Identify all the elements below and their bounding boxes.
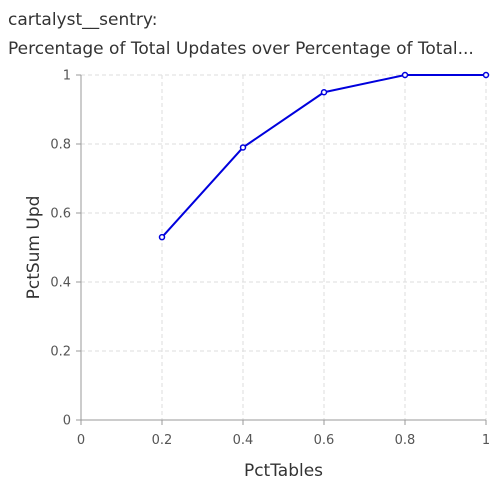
series-group: [158, 71, 490, 241]
tick-labels: 0 0.2 0.4 0.6 0.8 1 0 0.2 0.4 0.6 0.8 1: [50, 69, 490, 449]
x-tick-label: 1: [482, 433, 490, 448]
x-tick-label: 0.8: [395, 433, 416, 448]
y-tick-label: 0.6: [50, 207, 71, 222]
data-point: [320, 89, 328, 96]
y-tick-label: 0.8: [50, 138, 71, 153]
grid-lines: [81, 74, 487, 420]
x-tick-label: 0: [77, 433, 85, 448]
x-tick-label: 0.6: [314, 433, 335, 448]
y-tick-label: 1: [63, 69, 71, 84]
y-tick-label: 0.4: [50, 276, 71, 291]
axes: [76, 74, 487, 425]
data-point: [401, 71, 409, 79]
y-tick-label: 0.2: [50, 345, 71, 360]
data-point: [239, 144, 247, 151]
x-tick-label: 0.4: [233, 433, 254, 448]
y-axis-title: PctSum Upd: [24, 196, 44, 300]
x-tick-label: 0.2: [152, 433, 173, 448]
x-axis-title: PctTables: [244, 461, 323, 481]
chart-title: cartalyst__sentry:: [8, 10, 158, 30]
y-tick-label: 0: [63, 414, 71, 429]
data-point: [482, 71, 490, 79]
data-point: [158, 233, 166, 241]
